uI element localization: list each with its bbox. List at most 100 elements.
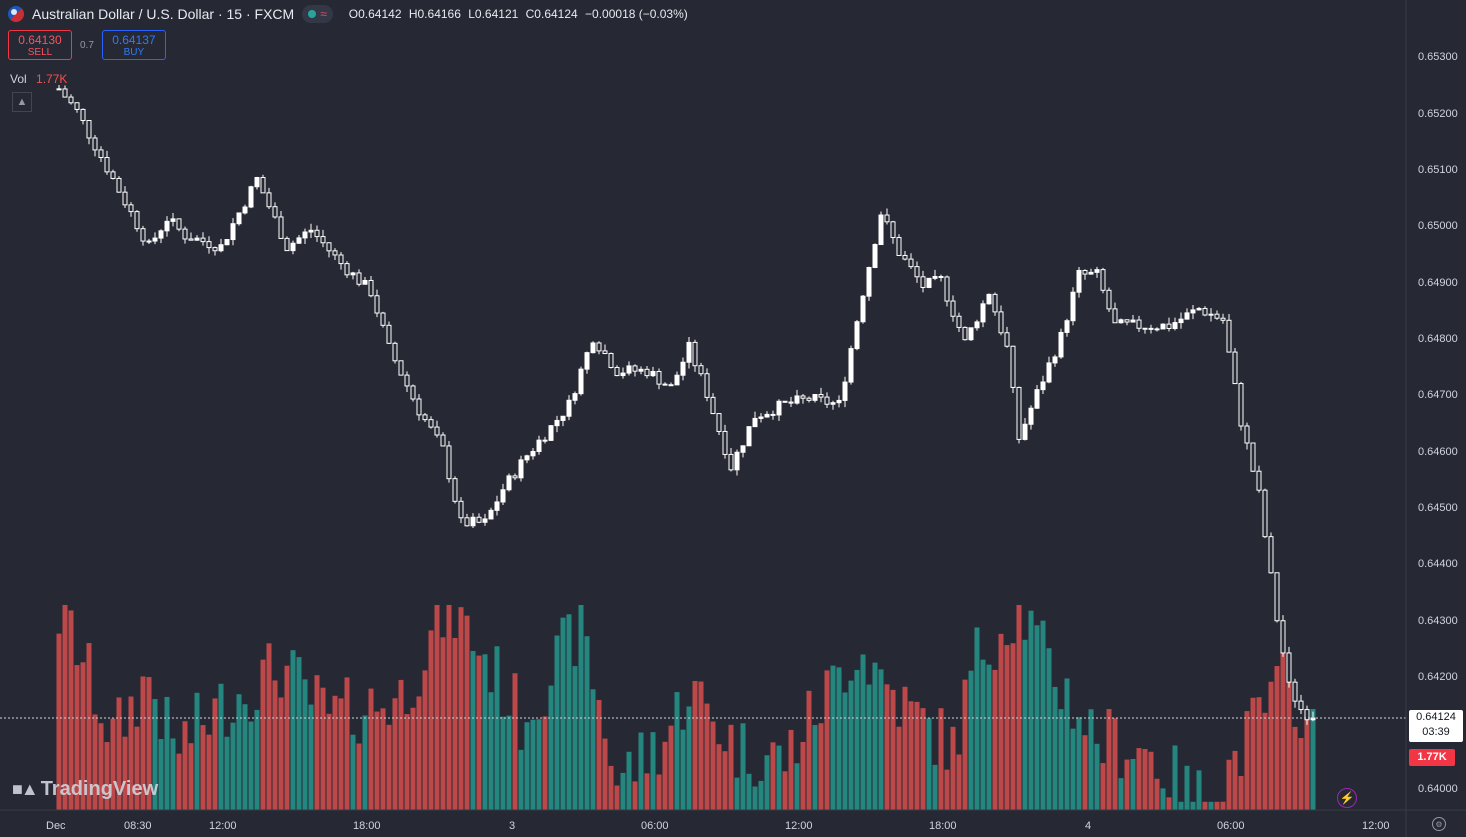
candle <box>896 237 902 256</box>
candle <box>164 220 170 232</box>
volume-bar <box>350 734 356 810</box>
volume-bar <box>1226 759 1232 810</box>
candle <box>1064 320 1070 333</box>
candle <box>548 425 554 441</box>
candle <box>146 240 152 243</box>
volume-bar <box>104 742 110 810</box>
candle <box>884 214 890 223</box>
candle <box>914 266 920 278</box>
candle <box>938 276 944 279</box>
volume-bar <box>998 633 1004 810</box>
volume-bar <box>1148 751 1154 810</box>
volume-bar <box>1076 717 1082 810</box>
candle <box>578 368 584 395</box>
volume-bar <box>344 677 350 810</box>
volume-bar <box>242 704 248 810</box>
candle <box>254 177 260 188</box>
candle <box>182 228 188 240</box>
volume-bar <box>1046 648 1052 810</box>
price-axis-panel[interactable] <box>1406 0 1466 837</box>
symbol-title[interactable]: Australian Dollar / U.S. Dollar · 15 · F… <box>32 6 295 22</box>
volume-bar <box>224 736 230 810</box>
volume-bar <box>128 696 134 810</box>
volume-bar <box>422 670 428 810</box>
volume-bar <box>68 610 74 810</box>
candle <box>986 293 992 305</box>
volume-bar <box>1118 778 1124 810</box>
volume-bar <box>548 685 554 810</box>
price-tick: 0.64900 <box>1418 277 1458 289</box>
chevron-up-icon[interactable]: ▲ <box>12 92 32 112</box>
volume-bar <box>98 723 104 810</box>
candle <box>530 450 536 457</box>
candle <box>284 237 290 252</box>
candle <box>1262 489 1268 538</box>
candle <box>1052 356 1058 364</box>
price-tick: 0.64800 <box>1418 333 1458 345</box>
volume-bar <box>1280 653 1286 810</box>
volume-bar <box>566 614 572 810</box>
volume-legend[interactable]: Vol 1.77K <box>10 72 67 86</box>
candle <box>1160 323 1166 330</box>
volume-bar <box>278 697 284 810</box>
candle <box>842 381 848 401</box>
candle <box>74 102 80 110</box>
volume-bar <box>266 643 272 810</box>
volume-bar <box>866 684 872 810</box>
volume-bar <box>110 718 116 810</box>
volume-bar <box>206 734 212 810</box>
gear-icon[interactable]: ⚙ <box>1432 817 1446 831</box>
price-axis: 0.65300 0.65200 0.65100 0.65000 0.64900 … <box>1418 51 1458 795</box>
candle <box>422 414 428 421</box>
volume-bar <box>122 736 128 810</box>
candle <box>956 315 962 328</box>
candle <box>1118 319 1124 324</box>
volume-bar <box>302 679 308 810</box>
volume-bar <box>260 659 266 810</box>
buy-price: 0.64137 <box>112 32 156 47</box>
volume-bar <box>86 643 92 810</box>
volume-bar <box>134 726 140 810</box>
volume-bar <box>1232 750 1238 810</box>
volume-bar <box>92 714 98 810</box>
volume-bar <box>674 692 680 810</box>
candle <box>1208 313 1214 316</box>
volume-bar <box>1010 643 1016 810</box>
volume-bar <box>788 729 794 810</box>
candle <box>830 402 836 405</box>
sell-button[interactable]: 0.64130 SELL <box>8 30 72 60</box>
volume-bar <box>80 662 86 810</box>
candle <box>1268 536 1274 574</box>
candle <box>680 361 686 376</box>
volume-bar <box>992 669 998 810</box>
volume-bar <box>158 739 164 810</box>
volume-bar <box>602 738 608 810</box>
volume-bar <box>1064 678 1070 810</box>
price-tick: 0.65000 <box>1418 220 1458 232</box>
candle <box>386 324 392 344</box>
time-axis[interactable]: Dec 08:30 12:00 18:00 3 06:00 12:00 18:0… <box>46 820 1390 832</box>
candle <box>1184 312 1190 320</box>
volume-bars <box>56 605 1316 810</box>
candle <box>506 475 512 491</box>
lightning-icon[interactable]: ⚡ <box>1337 788 1357 808</box>
candle <box>368 279 374 297</box>
candle <box>488 509 494 520</box>
candle <box>1142 327 1148 330</box>
candle <box>458 500 464 519</box>
candle <box>56 88 62 91</box>
candle <box>788 401 794 404</box>
currency-flag-icon <box>8 6 24 22</box>
ohlc-values: O0.64142 H0.64166 L0.64121 C0.64124 −0.0… <box>349 7 692 21</box>
volume-bar <box>1172 745 1178 810</box>
buy-button[interactable]: 0.64137 BUY <box>101 30 166 60</box>
candle <box>272 206 278 218</box>
candle <box>860 295 866 323</box>
volume-bar <box>1142 748 1148 810</box>
candle <box>1136 319 1142 329</box>
candle <box>668 384 674 387</box>
price-tick: 0.64200 <box>1418 671 1458 683</box>
market-status[interactable]: ≈ <box>302 5 333 23</box>
volume-bar <box>848 680 854 810</box>
